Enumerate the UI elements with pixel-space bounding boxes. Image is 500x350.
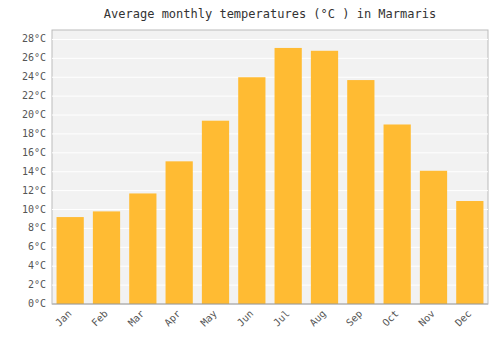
bar xyxy=(275,48,302,304)
x-tick-label: Mar xyxy=(126,308,147,329)
x-tick-label: Jan xyxy=(53,308,74,329)
grid-line xyxy=(52,133,488,134)
x-tick-label: Oct xyxy=(380,308,401,329)
x-tick-label: May xyxy=(198,308,219,329)
y-tick-label: 18°C xyxy=(22,128,46,139)
x-tick-label: Feb xyxy=(89,308,110,329)
grid-line xyxy=(52,39,488,40)
bar xyxy=(202,121,229,304)
title: Average monthly temperatures (°C ) in Ma… xyxy=(104,7,436,21)
y-tick-label: 22°C xyxy=(22,90,46,101)
plot-area xyxy=(52,30,488,304)
x-tick-label: Nov xyxy=(416,308,437,329)
x-tick-label: Apr xyxy=(162,308,183,329)
bar xyxy=(347,80,374,304)
y-tick-label: 26°C xyxy=(22,52,46,63)
x-tick-label: Jun xyxy=(235,308,256,329)
grid-line xyxy=(52,77,488,78)
grid xyxy=(52,39,488,304)
y-tick-label: 0°C xyxy=(28,298,46,309)
bar xyxy=(238,77,265,304)
y-tick-label: 20°C xyxy=(22,109,46,120)
x-tick-label: Sep xyxy=(344,308,365,329)
y-tick-label: 10°C xyxy=(22,204,46,215)
y-tick-label: 8°C xyxy=(28,222,46,233)
x-axis-line xyxy=(52,304,488,305)
x-tick-label: Dec xyxy=(453,308,474,329)
bar xyxy=(456,201,483,304)
bar xyxy=(311,51,338,304)
bar xyxy=(57,217,84,304)
y-tick-label: 12°C xyxy=(22,185,46,196)
chart: 0°C 2°C 4°C 6°C 8°C 10°C 12°C 14°C 16°C 18°C 20°C 2… xyxy=(0,0,500,350)
bar xyxy=(129,193,156,304)
grid-line xyxy=(52,96,488,97)
grid-line xyxy=(52,304,488,305)
grid-line xyxy=(52,115,488,116)
bar xyxy=(420,171,447,304)
y-tick-label: 24°C xyxy=(22,71,46,82)
grid-line xyxy=(52,152,488,153)
x-tick-label: Aug xyxy=(307,308,328,329)
y-tick-label: 6°C xyxy=(28,241,46,252)
y-tick-label: 14°C xyxy=(22,166,46,177)
y-tick-label: 2°C xyxy=(28,279,46,290)
y-tick-label: 4°C xyxy=(28,260,46,271)
y-tick-label: 16°C xyxy=(22,147,46,158)
bar xyxy=(166,161,193,304)
bar xyxy=(93,211,120,304)
bar xyxy=(384,124,411,304)
y-tick-label: 28°C xyxy=(22,33,46,44)
x-tick-label: Jul xyxy=(271,308,292,329)
bars xyxy=(57,48,484,304)
grid-line xyxy=(52,58,488,59)
